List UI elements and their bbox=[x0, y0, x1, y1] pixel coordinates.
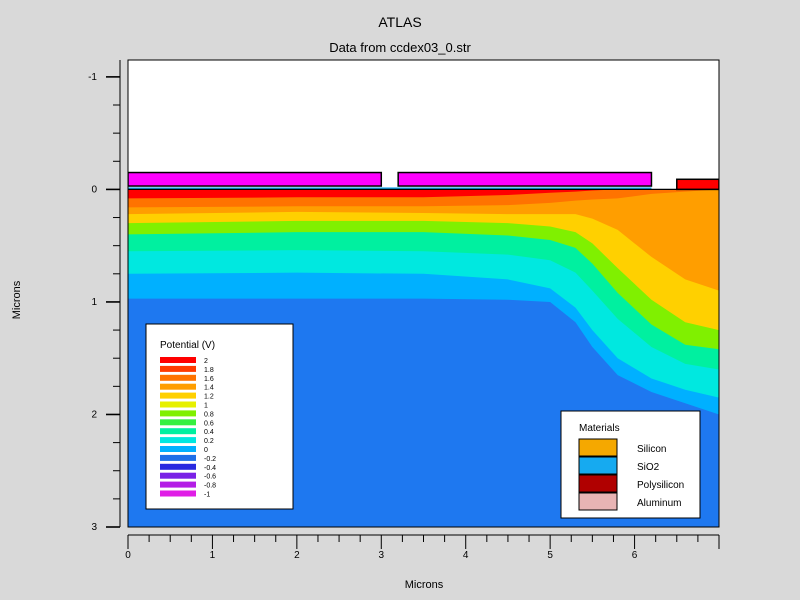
colorbar-label: -0.4 bbox=[204, 465, 216, 472]
potential-legend: Potential (V) 2 1.8 1.6 1.4 1.2 10.8 0.6 0.4 0.2… bbox=[145, 323, 294, 510]
material-label-sio2: SiO2 bbox=[637, 462, 660, 473]
x-axis-label: Microns bbox=[405, 579, 444, 591]
x-tick-label: 0 bbox=[125, 550, 131, 561]
x-tick-label: 1 bbox=[210, 550, 216, 561]
x-tick-label: 2 bbox=[294, 550, 300, 561]
y-tick-label: -1 bbox=[88, 72, 97, 83]
colorbar-label: 0 bbox=[204, 447, 208, 454]
potential-legend-title: Potential (V) bbox=[160, 340, 215, 351]
material-label-silicon: Silicon bbox=[637, 444, 666, 455]
colorbar-label: -0.6 bbox=[204, 474, 216, 481]
x-tick-label: 3 bbox=[379, 550, 385, 561]
colorbar-label: 0.6 bbox=[204, 420, 214, 427]
colorbar-label: 0.4 bbox=[204, 429, 214, 436]
colorbar-swatch bbox=[160, 454, 196, 461]
material-swatch-sio2 bbox=[578, 456, 618, 475]
contour-band-top bbox=[128, 189, 719, 194]
plot-frame bbox=[127, 59, 720, 528]
colorbar-label: 1.6 bbox=[204, 376, 214, 383]
x-axis: 0 1 2 3 4 5 6 bbox=[125, 534, 720, 561]
colorbar-swatch bbox=[160, 419, 196, 426]
colorbar-swatch bbox=[160, 428, 196, 435]
material-label-aluminum: Aluminum bbox=[637, 498, 681, 509]
colorbar-swatch bbox=[160, 463, 196, 470]
y-tick-label: 2 bbox=[91, 409, 97, 420]
colorbar-swatch bbox=[160, 365, 196, 372]
material-swatch-aluminum bbox=[578, 492, 618, 511]
chart-subtitle: Data from ccdex03_0.str bbox=[329, 40, 471, 55]
oxide-layer bbox=[128, 187, 652, 190]
contour-band-1 bbox=[128, 189, 719, 331]
colorbar-label: -0.2 bbox=[204, 456, 216, 463]
material-label-polysilicon: Polysilicon bbox=[637, 480, 684, 491]
colorbar-swatch bbox=[160, 383, 196, 390]
colorbar-label: 1 bbox=[204, 403, 208, 410]
y-tick-label: 0 bbox=[91, 184, 97, 195]
colorbar-label: 1.8 bbox=[204, 367, 214, 374]
colorbar-swatch bbox=[160, 401, 196, 408]
x-tick-label: 6 bbox=[632, 550, 638, 561]
y-tick-label: 1 bbox=[91, 297, 97, 308]
y-axis-label: Microns bbox=[11, 280, 23, 319]
material-swatch-polysilicon bbox=[578, 474, 618, 493]
device-structures bbox=[128, 171, 719, 191]
potential-legend-box bbox=[145, 323, 294, 510]
colorbar-swatch bbox=[160, 410, 196, 417]
materials-legend: Materials Silicon SiO2 Polysilicon Aluminum bbox=[560, 410, 701, 519]
potential-contours bbox=[128, 189, 719, 527]
colorbar-label: 0.8 bbox=[204, 411, 214, 418]
colorbar-swatch bbox=[160, 437, 196, 444]
colorbar-swatch bbox=[160, 490, 196, 497]
chart-title: ATLAS bbox=[378, 14, 421, 30]
x-tick-label: 5 bbox=[547, 550, 553, 561]
colorbar-swatch bbox=[160, 392, 196, 399]
colorbar-label: -0.8 bbox=[204, 483, 216, 490]
colorbar-label: 2 bbox=[204, 358, 208, 365]
colorbar-swatch bbox=[160, 481, 196, 488]
x-tick-label: 4 bbox=[463, 550, 469, 561]
right-contact bbox=[676, 178, 719, 191]
material-swatch-silicon bbox=[578, 438, 618, 457]
colorbar-swatch bbox=[160, 374, 196, 381]
left-gate bbox=[128, 171, 383, 187]
colorbar-label: 0.2 bbox=[204, 438, 214, 445]
colorbar-label: 1.4 bbox=[204, 385, 214, 392]
colorbar-label: 1.2 bbox=[204, 394, 214, 401]
colorbar-label: -1 bbox=[204, 492, 210, 499]
colorbar-swatch bbox=[160, 357, 196, 363]
materials-legend-title: Materials bbox=[579, 423, 620, 434]
colorbar-swatch bbox=[160, 472, 196, 479]
middle-gate bbox=[397, 171, 653, 187]
y-tick-label: 3 bbox=[91, 522, 97, 533]
colorbar-swatch bbox=[160, 446, 196, 452]
y-axis: -1 0 1 2 3 bbox=[88, 60, 121, 533]
